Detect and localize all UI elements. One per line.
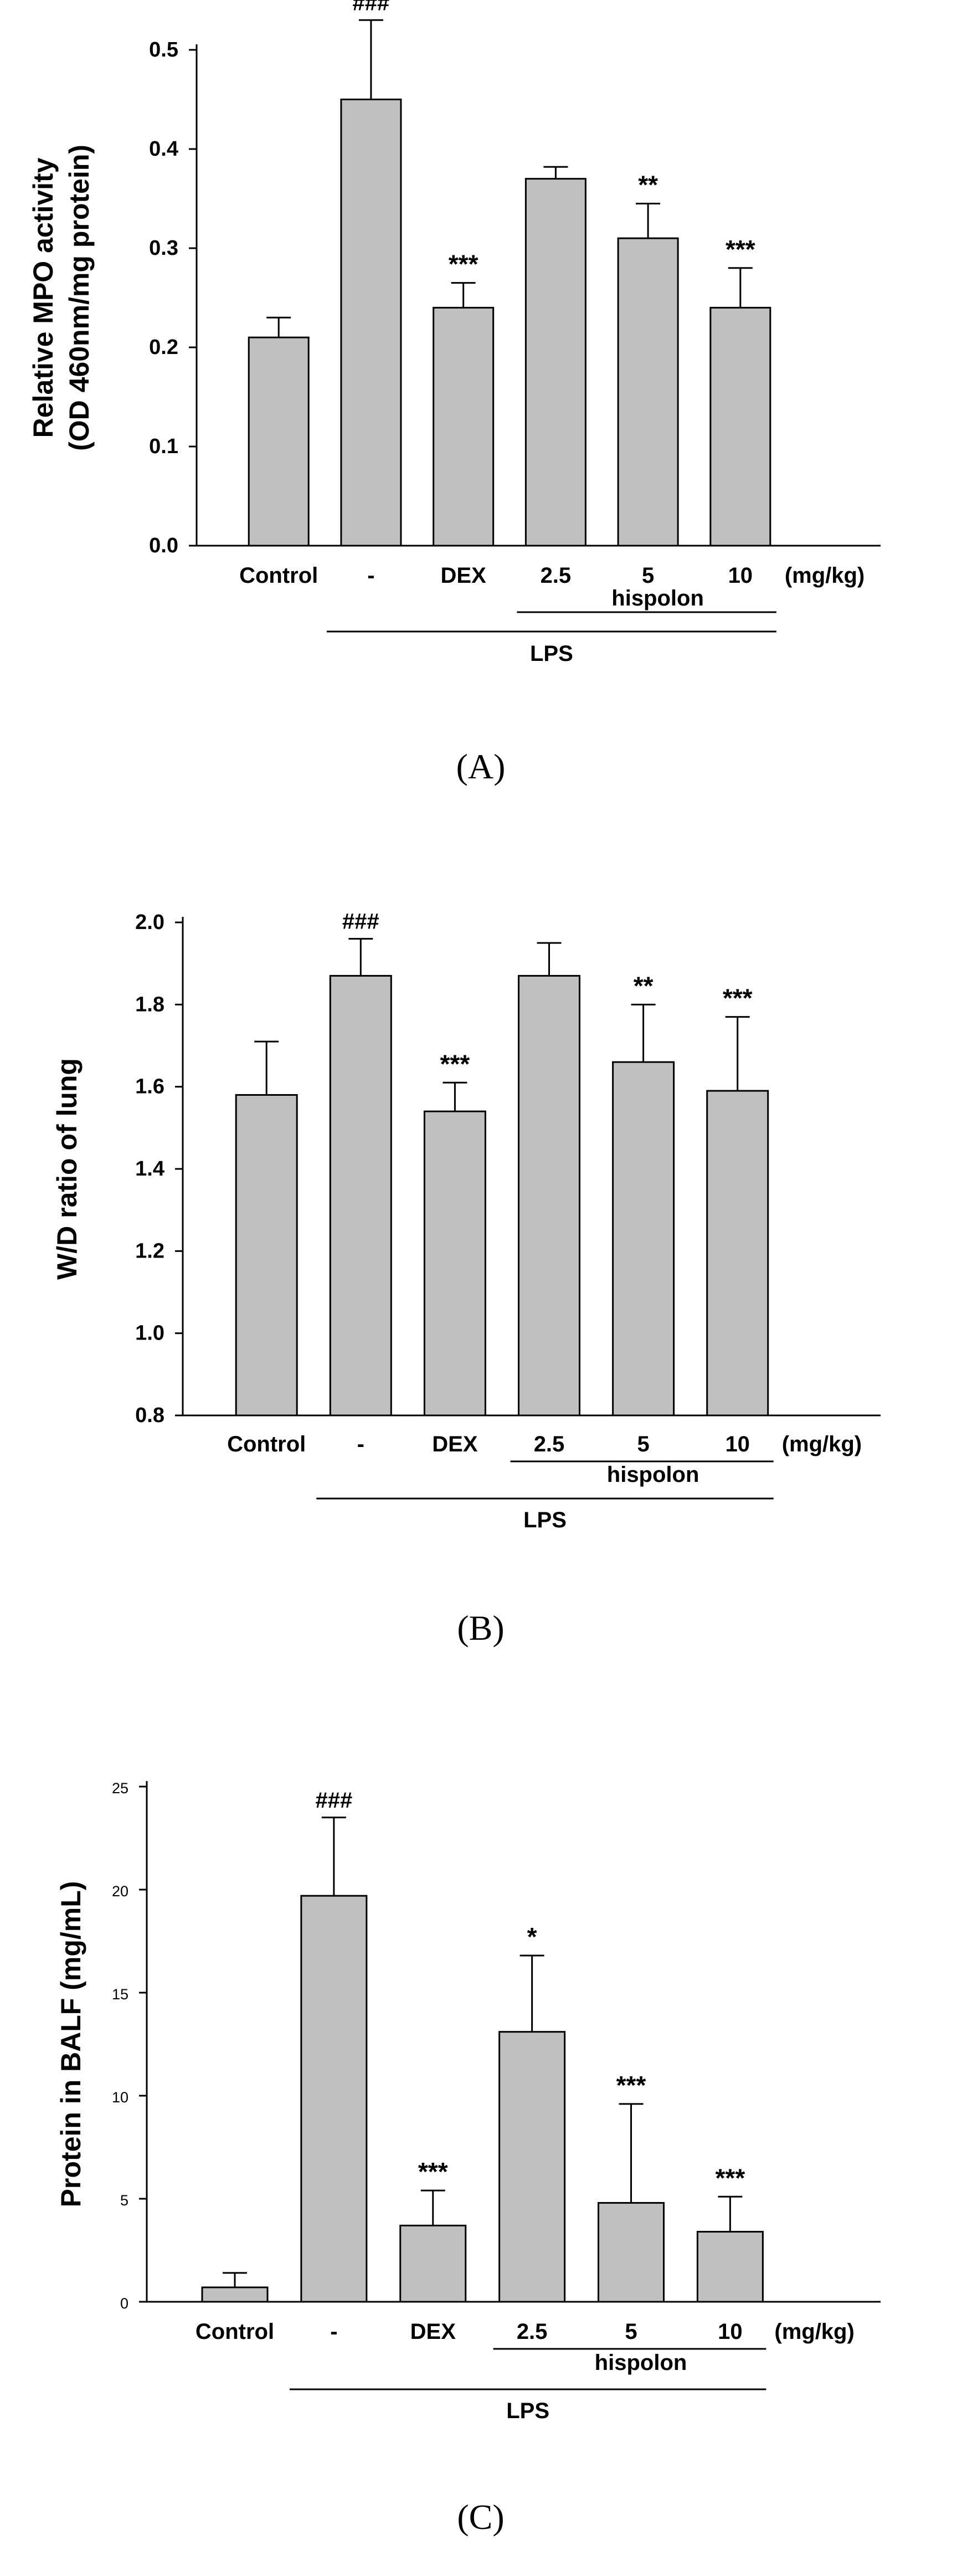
lps-label: LPS — [530, 642, 573, 666]
lps-label: LPS — [523, 1508, 567, 1532]
bar-1 — [300, 1895, 368, 2303]
lps-label: LPS — [506, 2399, 549, 2423]
significance-label-5: *** — [726, 235, 755, 264]
hispolon-label: hispolon — [607, 1463, 699, 1487]
y-tick-label-4: 1.6 — [135, 1075, 164, 1099]
category-label-4: 5 — [637, 1432, 649, 1456]
category-label-4: 5 — [642, 563, 654, 588]
bar-0 — [201, 2286, 269, 2303]
y-tick-label-4: 20 — [112, 1883, 128, 1900]
category-label-2: DEX — [410, 2320, 456, 2344]
bar-5 — [706, 1090, 769, 1417]
y-tick-label-1: 5 — [120, 2192, 128, 2209]
bar-3 — [524, 178, 587, 547]
significance-label-5: *** — [723, 984, 753, 1013]
panel-label: (A) — [456, 747, 506, 786]
category-label-4: 5 — [625, 2320, 637, 2344]
significance-label-4: *** — [616, 2071, 646, 2100]
category-label-5: 10 — [718, 2320, 743, 2344]
y-axis-label-line-0: Relative MPO activity — [28, 157, 59, 438]
bar-1 — [329, 974, 392, 1417]
significance-label-4: ** — [634, 971, 654, 1000]
bar-2 — [423, 1110, 486, 1417]
bar-0 — [235, 1094, 298, 1417]
significance-label-1: ### — [342, 910, 379, 934]
bar-5 — [696, 2231, 764, 2303]
bar-3 — [498, 2031, 566, 2303]
y-axis-label-line-0: W/D ratio of lung — [52, 1058, 83, 1280]
panel-label: (C) — [457, 2497, 504, 2537]
bar-4 — [612, 1061, 675, 1417]
y-tick-label-5: 25 — [112, 1780, 128, 1797]
y-tick-label-5: 1.8 — [135, 993, 164, 1016]
y-tick-label-2: 10 — [112, 2089, 128, 2106]
chart-panel-b: ###***** ***0.81.01.21.41.61.82.0W/D rati… — [52, 910, 881, 1648]
y-tick-label-2: 0.2 — [149, 336, 178, 359]
y-tick-label-0: 0 — [120, 2295, 128, 2312]
y-tick-label-5: 0.5 — [149, 38, 178, 61]
category-label-5: 10 — [728, 563, 753, 588]
category-label-1: - — [357, 1432, 364, 1456]
bar-4 — [617, 237, 679, 547]
y-tick-label-1: 1.0 — [135, 1322, 164, 1345]
hispolon-label: hispolon — [595, 2351, 687, 2375]
category-label-1: - — [330, 2320, 337, 2344]
significance-label-2: *** — [418, 2157, 448, 2186]
bar-4 — [598, 2202, 665, 2303]
significance-label-4: ** — [638, 170, 658, 199]
category-label-0: Control — [227, 1432, 306, 1456]
category-label-5: 10 — [725, 1432, 750, 1456]
significance-label-5: *** — [716, 2163, 745, 2192]
y-tick-label-6: 2.0 — [135, 911, 164, 934]
y-tick-label-2: 1.2 — [135, 1239, 164, 1263]
significance-label-2: *** — [449, 250, 479, 279]
y-axis-label-line-1: (OD 460nm/mg protein) — [64, 145, 95, 451]
hispolon-label: hispolon — [611, 586, 704, 610]
panel-label: (B) — [457, 1608, 504, 1648]
significance-label-2: *** — [440, 1049, 470, 1078]
y-tick-label-4: 0.4 — [149, 137, 178, 161]
y-tick-label-3: 0.3 — [149, 237, 178, 260]
y-tick-label-0: 0.8 — [135, 1404, 164, 1427]
category-label-2: DEX — [432, 1432, 478, 1456]
bar-0 — [248, 336, 310, 547]
bar-2 — [399, 2224, 467, 2303]
significance-label-1: ### — [316, 1788, 353, 1813]
category-label-2: DEX — [441, 563, 487, 588]
y-tick-label-0: 0.0 — [149, 534, 178, 557]
category-label-3: 2.5 — [541, 563, 572, 588]
significance-label-1: ### — [353, 0, 390, 15]
unit-label: (mg/kg) — [774, 2320, 854, 2344]
category-label-0: Control — [239, 563, 318, 588]
category-label-3: 2.5 — [517, 2320, 548, 2344]
significance-label-3: * — [527, 1922, 537, 1951]
unit-label: (mg/kg) — [785, 563, 865, 588]
category-label-0: Control — [196, 2320, 274, 2344]
category-label-1: - — [367, 563, 374, 588]
unit-label: (mg/kg) — [782, 1432, 862, 1456]
bar-3 — [518, 974, 580, 1417]
y-tick-label-1: 0.1 — [149, 435, 178, 458]
bar-1 — [340, 99, 402, 547]
y-tick-label-3: 15 — [112, 1986, 128, 2003]
category-label-3: 2.5 — [534, 1432, 565, 1456]
bar-5 — [709, 306, 771, 547]
y-tick-label-3: 1.4 — [135, 1157, 164, 1181]
y-axis-label-line-0: Protein in BALF (mg/mL) — [55, 1881, 86, 2208]
bar-2 — [433, 306, 495, 547]
